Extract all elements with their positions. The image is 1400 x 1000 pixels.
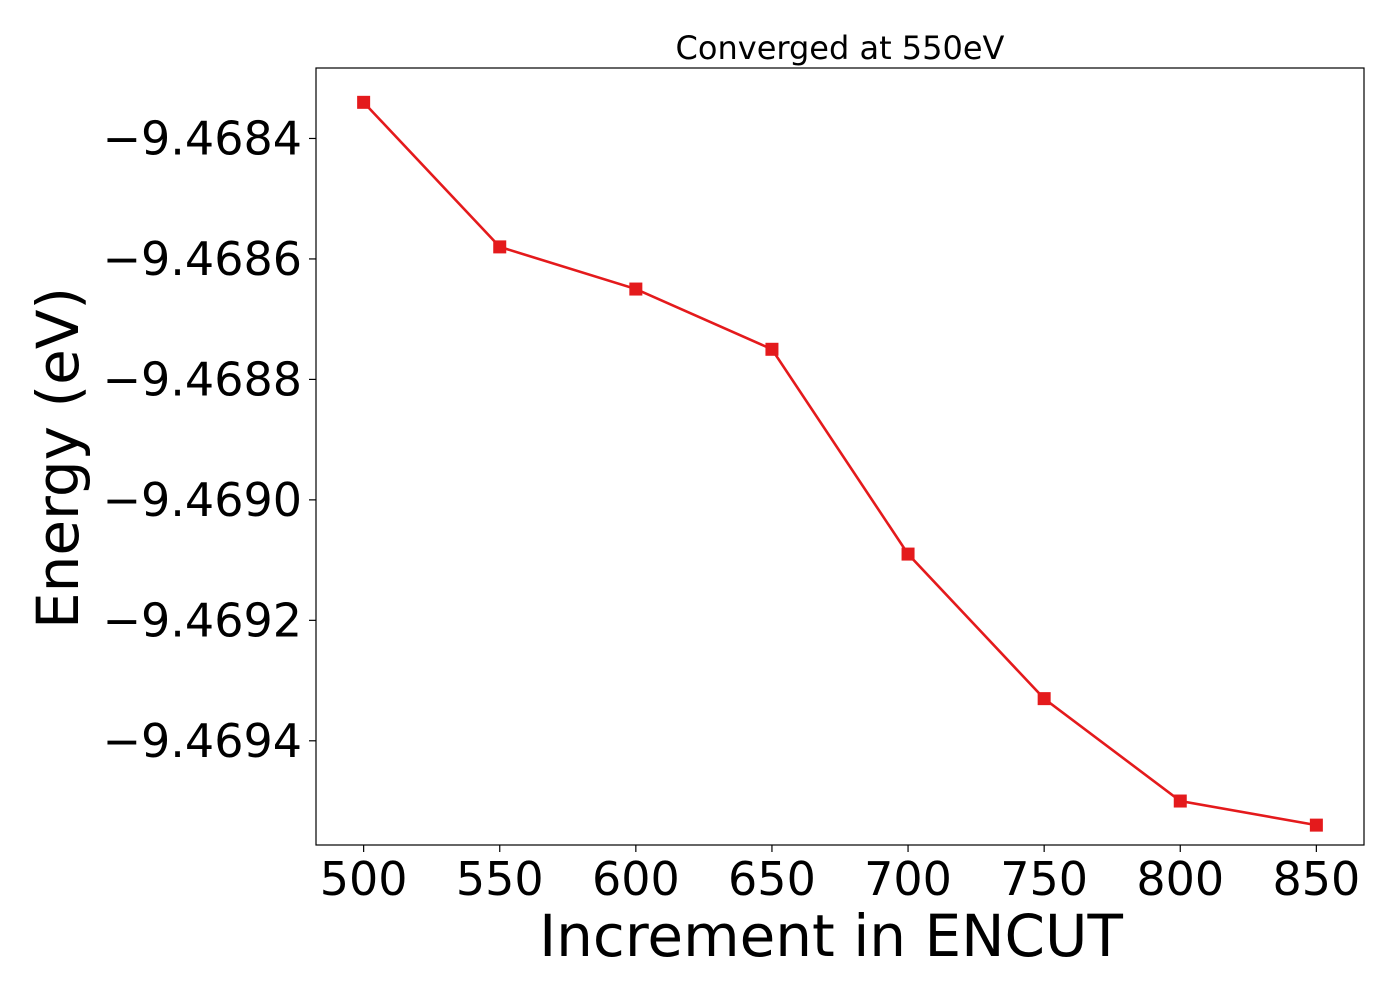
series-line <box>362 101 1317 827</box>
y-tick-label: −9.4686 <box>103 232 303 286</box>
plot-frame <box>315 67 1365 846</box>
y-tick-label: −9.4684 <box>103 111 303 165</box>
data-point-marker <box>1173 794 1187 808</box>
x-axis-label: Increment in ENCUT <box>539 902 1123 970</box>
y-tick-label: −9.4690 <box>103 473 303 527</box>
x-tick-label: 700 <box>864 852 952 906</box>
x-tick-label: 800 <box>1136 852 1224 906</box>
x-tick-label: 550 <box>456 852 544 906</box>
chart-title: Converged at 550eV <box>676 29 1005 67</box>
x-tick-label: 850 <box>1272 852 1360 906</box>
data-point-marker <box>901 547 915 561</box>
x-tick-label: 500 <box>320 852 408 906</box>
y-tick-label: −9.4692 <box>103 593 303 647</box>
x-tick-label: 750 <box>1000 852 1088 906</box>
x-tick-label: 600 <box>592 852 680 906</box>
y-tick-label: −9.4688 <box>103 352 303 406</box>
data-point-marker <box>629 282 643 296</box>
y-tick-label: −9.4694 <box>103 714 303 768</box>
x-tick-label: 650 <box>728 852 816 906</box>
data-point-marker <box>765 342 779 356</box>
y-axis: −9.4684 −9.4686 −9.4688 −9.4690 −9.4692 −9.46… <box>103 111 316 768</box>
series-layer <box>357 95 1323 832</box>
x-axis: 500 550 600 650 700 750 800 850 <box>320 845 1360 906</box>
data-point-marker <box>1309 818 1323 832</box>
data-point-marker <box>1037 692 1051 706</box>
data-point-marker <box>357 95 371 109</box>
data-point-marker <box>493 240 507 254</box>
y-axis-label: Energy (eV) <box>24 287 92 629</box>
